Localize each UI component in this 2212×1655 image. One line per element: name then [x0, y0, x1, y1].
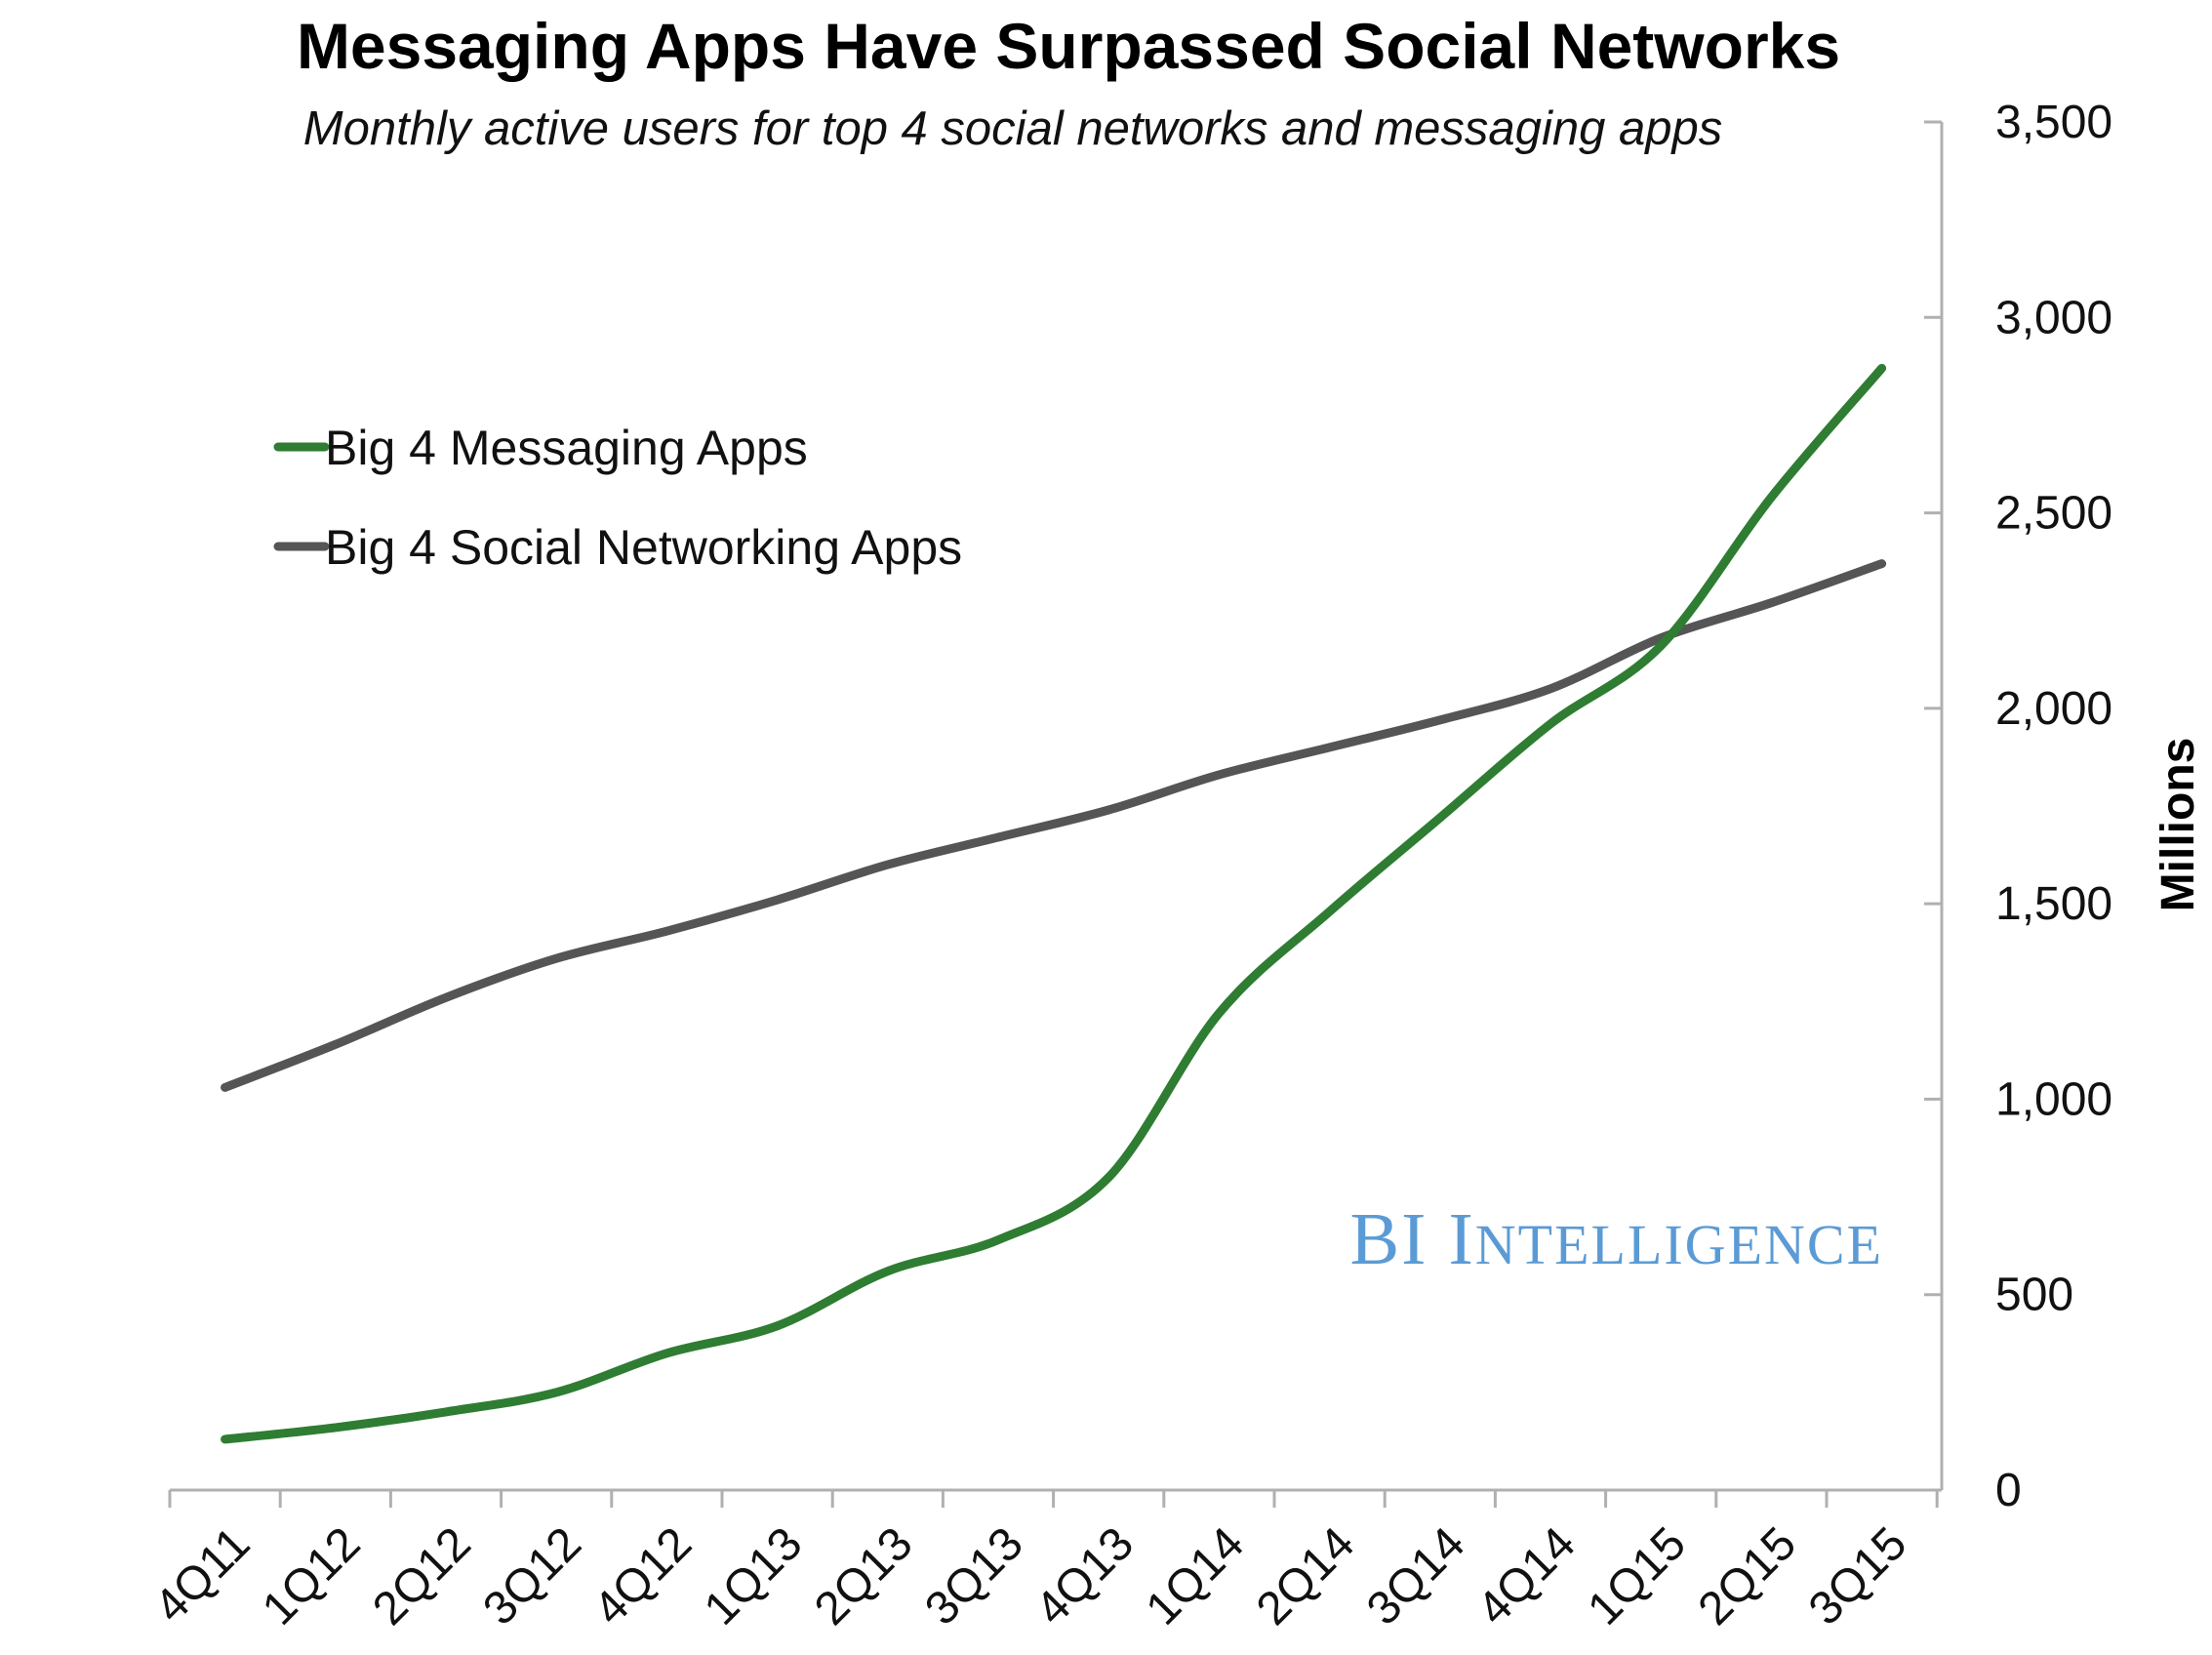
- series-layer: [221, 363, 1887, 1444]
- axes: 4Q111Q122Q123Q124Q121Q132Q133Q134Q131Q14…: [144, 97, 2112, 1635]
- x-tick-label: 3Q12: [473, 1517, 591, 1635]
- y-tick-label: 2,000: [1995, 683, 2112, 735]
- x-tick-label: 2Q14: [1247, 1517, 1365, 1635]
- y-tick-label: 1,000: [1995, 1073, 2112, 1125]
- x-tick-label: 4Q14: [1468, 1517, 1586, 1635]
- chart-title: Messaging Apps Have Surpassed Social Net…: [297, 10, 1840, 82]
- legend: Big 4 Messaging Apps Big 4 Social Network…: [273, 421, 962, 575]
- x-tick-label: 1Q13: [695, 1517, 813, 1635]
- y-tick-label: 3,000: [1995, 292, 2112, 343]
- x-tick-label: 3Q14: [1357, 1517, 1475, 1635]
- series-line-big-4-social-networking-apps: [221, 559, 1887, 1092]
- x-tick-label: 2Q15: [1689, 1517, 1807, 1635]
- x-tick-label: 3Q13: [915, 1517, 1033, 1635]
- x-tick-label: 1Q12: [253, 1517, 371, 1635]
- x-tick-label: 3Q15: [1799, 1517, 1917, 1635]
- y-tick-label: 2,500: [1995, 488, 2112, 540]
- y-tick-label: 1,500: [1995, 878, 2112, 930]
- y-tick-label: 3,500: [1995, 97, 2112, 148]
- x-tick-label: 2Q13: [805, 1517, 923, 1635]
- x-tick-label: 2Q12: [363, 1517, 481, 1635]
- legend-label-big-4-messaging-apps: Big 4 Messaging Apps: [325, 421, 808, 475]
- x-tick-label: 4Q13: [1026, 1517, 1144, 1635]
- y-tick-label: 500: [1995, 1270, 2073, 1321]
- legend-label-big-4-social-networking-apps: Big 4 Social Networking Apps: [325, 520, 962, 575]
- watermark-part2: NTELLIGENCE: [1475, 1213, 1883, 1276]
- watermark-part1: BI I: [1349, 1198, 1474, 1280]
- series-line-big-4-messaging-apps: [221, 363, 1887, 1444]
- y-tick-label: 0: [1995, 1465, 2022, 1516]
- x-tick-label: 1Q14: [1137, 1517, 1255, 1635]
- chart-subtitle: Monthly active users for top 4 social ne…: [303, 102, 1722, 155]
- x-tick-label: 1Q15: [1578, 1517, 1696, 1635]
- x-tick-label: 4Q11: [144, 1517, 260, 1633]
- x-tick-label: 4Q12: [584, 1517, 703, 1635]
- y-axis-label: Millions: [2152, 738, 2204, 912]
- watermark-text: BI INTELLIGENCE: [1349, 1198, 1883, 1280]
